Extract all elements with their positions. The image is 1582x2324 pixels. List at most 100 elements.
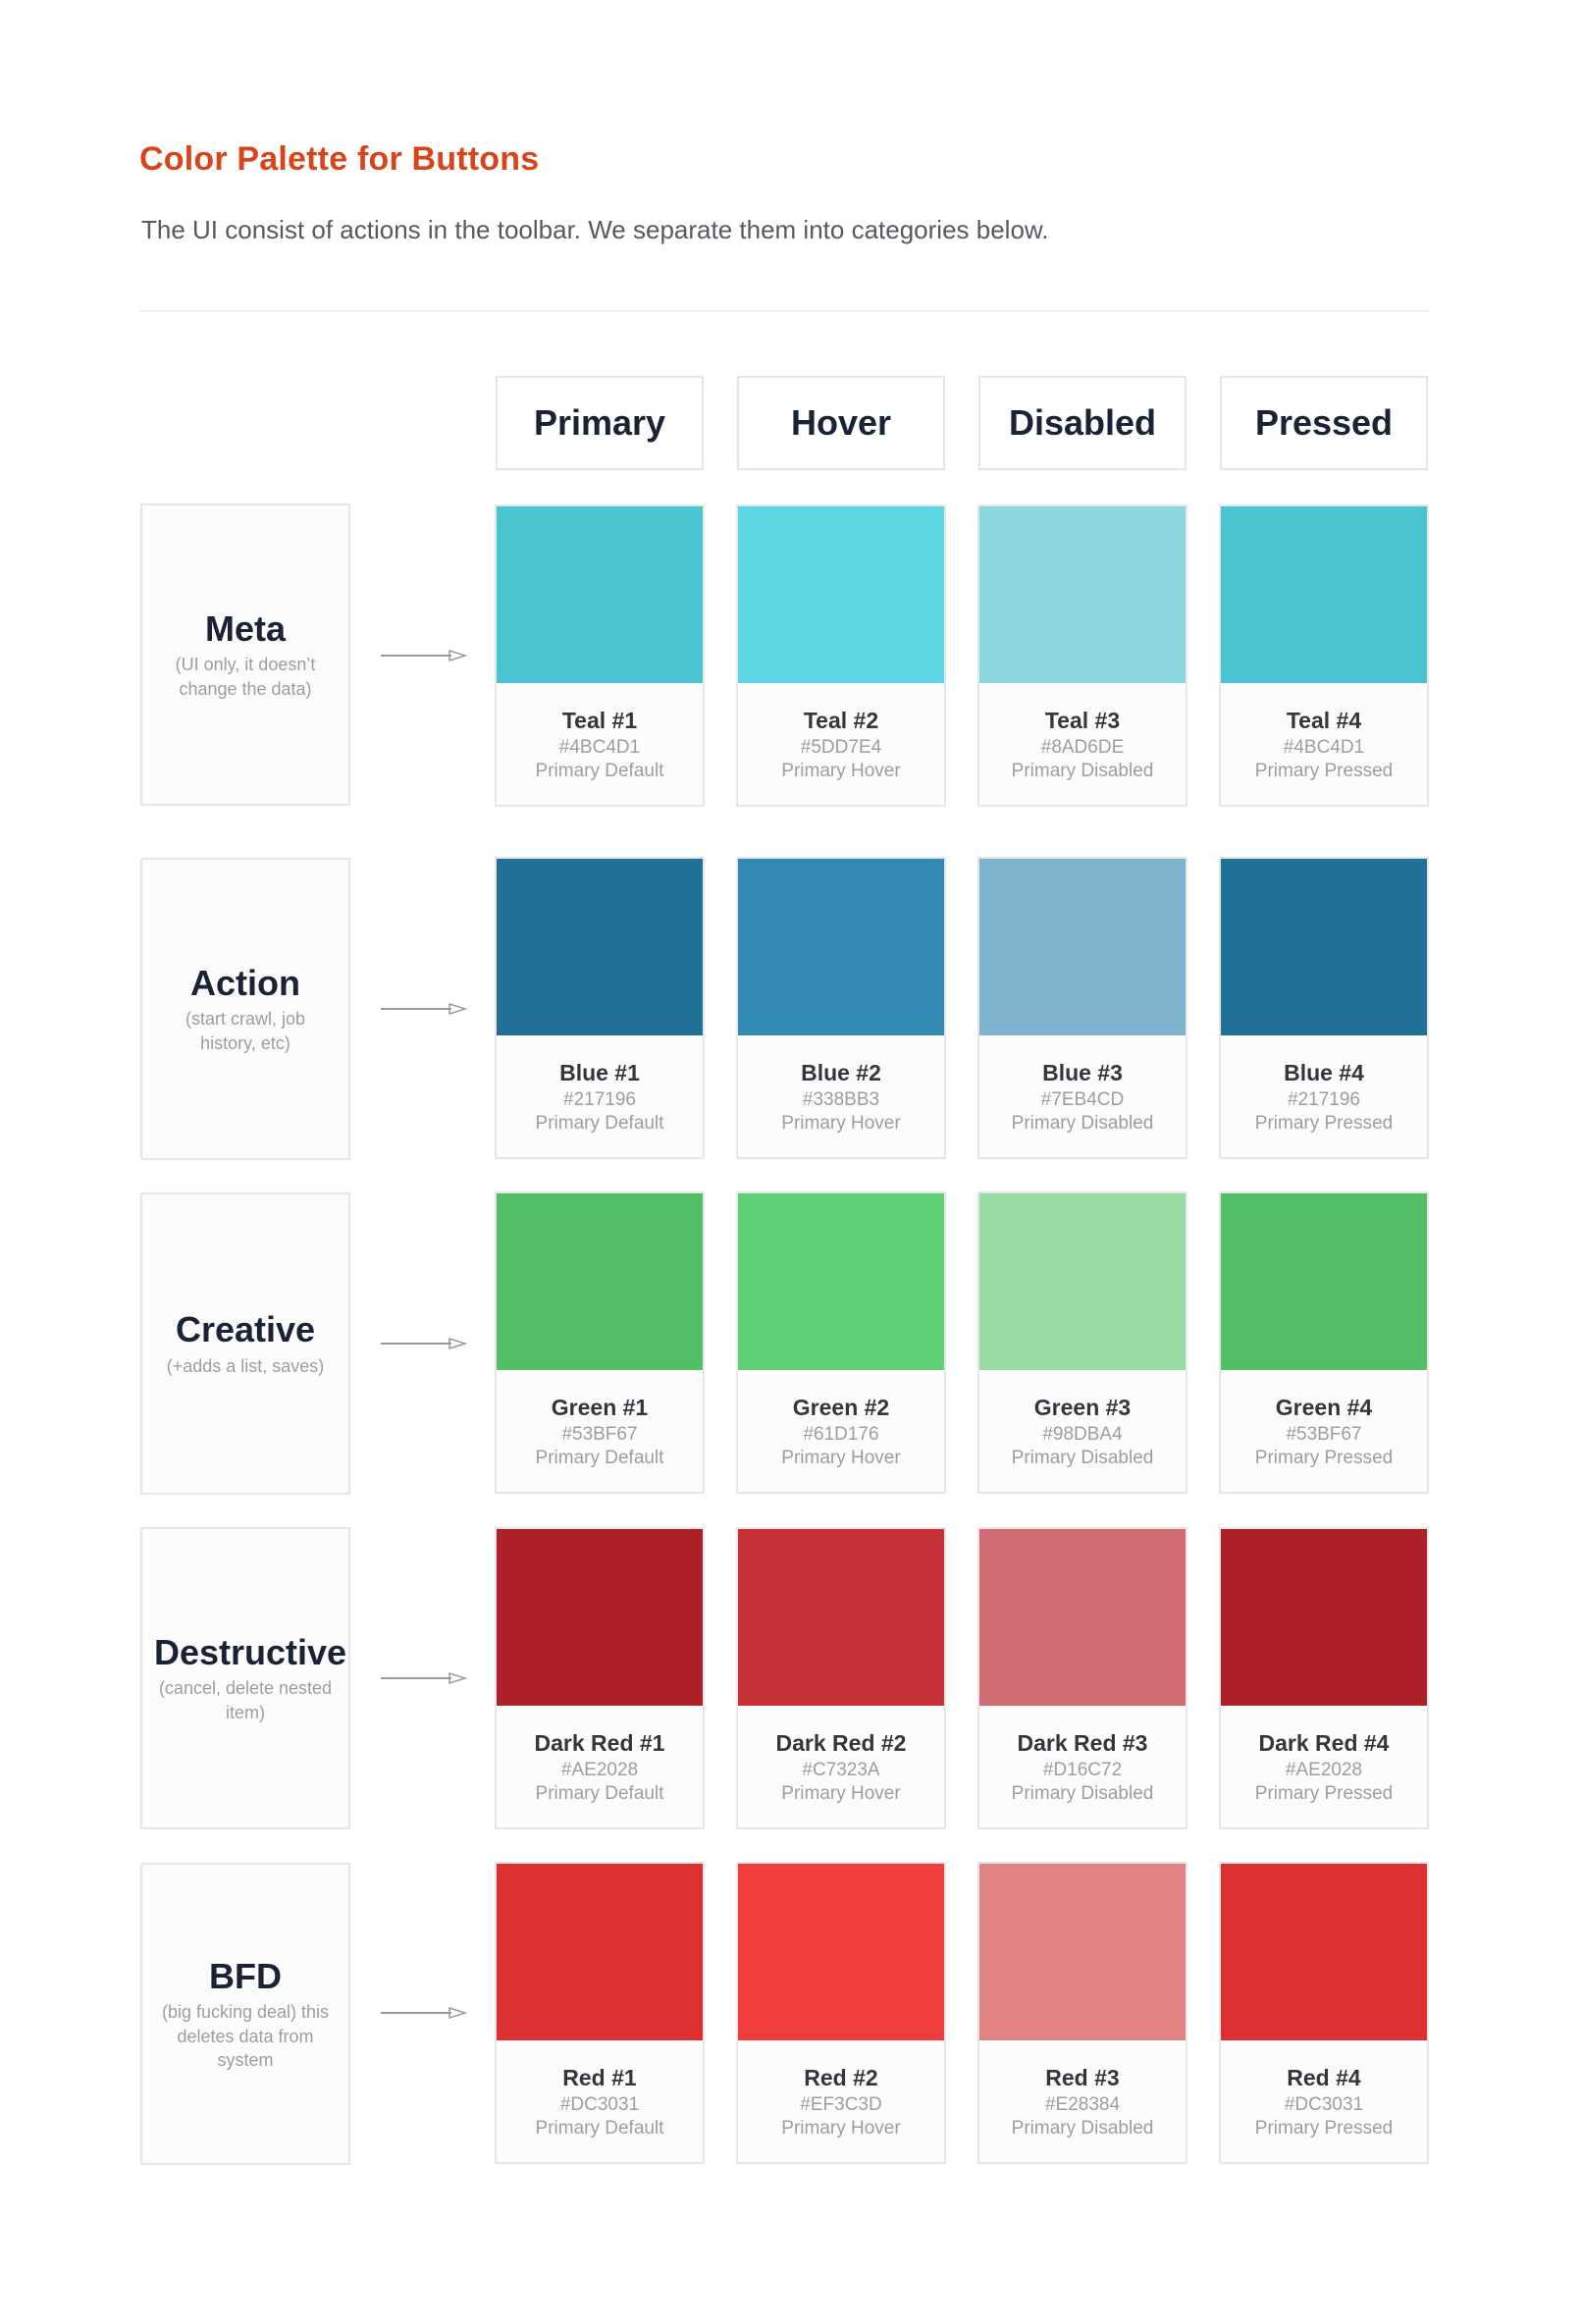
swatch-hex: #4BC4D1 xyxy=(558,737,641,758)
swatch-name: Green #3 xyxy=(1033,1395,1132,1420)
swatch-name: Blue #2 xyxy=(801,1060,881,1085)
swatch-role: Primary Disabled xyxy=(1011,761,1154,781)
swatch-role: Primary Hover xyxy=(781,761,901,781)
swatch-role: Primary Disabled xyxy=(1011,1448,1154,1468)
swatch-card: Dark Red #2 #C7323A Primary Hover xyxy=(736,1527,946,1829)
swatch-name: Teal #1 xyxy=(561,708,638,733)
swatch-hex: #4BC4D1 xyxy=(1283,737,1365,758)
swatch-name: Red #2 xyxy=(804,2065,878,2090)
swatch-card: Dark Red #3 #D16C72 Primary Disabled xyxy=(977,1527,1187,1829)
color-swatch xyxy=(1221,1193,1427,1370)
category-description: (cancel, delete nested item) xyxy=(158,1678,333,1722)
swatch-hex: #AE2028 xyxy=(560,1760,639,1780)
swatch-hex: #AE2028 xyxy=(1285,1760,1363,1780)
color-swatch xyxy=(979,506,1186,683)
color-swatch xyxy=(738,506,944,683)
swatch-card: Red #1 #DC3031 Primary Default xyxy=(495,1862,705,2164)
category-description: (start crawl, job history, etc) xyxy=(185,1009,306,1053)
swatch-name: Red #1 xyxy=(562,2065,637,2090)
swatch-hex: #98DBA4 xyxy=(1042,1424,1123,1445)
swatch-name: Teal #2 xyxy=(803,708,879,733)
color-swatch xyxy=(497,1864,703,2040)
swatch-card: Red #3 #E28384 Primary Disabled xyxy=(977,1862,1187,2164)
category-name: BFD xyxy=(209,1955,282,1996)
category-description: (+adds a list, saves) xyxy=(166,1355,325,1376)
column-header-hover: Hover xyxy=(737,376,945,470)
category-name: Action xyxy=(190,963,300,1003)
color-swatch xyxy=(497,1193,703,1370)
swatch-name: Dark Red #3 xyxy=(1017,1730,1148,1756)
swatch-role: Primary Hover xyxy=(781,1113,901,1134)
category-card-meta: Meta (UI only, it doesn’t change the dat… xyxy=(140,503,350,806)
column-header-pressed: Pressed xyxy=(1220,376,1428,470)
column-header-disabled: Disabled xyxy=(978,376,1186,470)
swatch-hex: #E28384 xyxy=(1044,2094,1121,2115)
divider xyxy=(139,310,1429,312)
swatch-hex: #C7323A xyxy=(802,1760,880,1780)
swatch-hex: #DC3031 xyxy=(559,2094,640,2115)
swatch-role: Primary Default xyxy=(535,1783,664,1804)
swatch-hex: #53BF67 xyxy=(1286,1424,1362,1445)
category-card-creative: Creative (+adds a list, saves) xyxy=(140,1192,350,1495)
category-name: Destructive xyxy=(153,1632,347,1672)
color-swatch xyxy=(497,1529,703,1706)
swatch-hex: #61D176 xyxy=(803,1424,879,1445)
swatch-role: Primary Disabled xyxy=(1011,1783,1154,1804)
color-swatch xyxy=(979,1193,1186,1370)
color-swatch xyxy=(497,859,703,1035)
swatch-card: Blue #2 #338BB3 Primary Hover xyxy=(736,857,946,1159)
swatch-card: Teal #3 #8AD6DE Primary Disabled xyxy=(977,504,1187,807)
swatch-card: Green #1 #53BF67 Primary Default xyxy=(495,1191,705,1494)
color-swatch xyxy=(1221,1529,1427,1706)
category-description: (UI only, it doesn’t change the data) xyxy=(175,655,316,699)
color-swatch xyxy=(979,1529,1186,1706)
swatch-role: Primary Default xyxy=(535,1113,664,1134)
swatch-card: Green #4 #53BF67 Primary Pressed xyxy=(1219,1191,1429,1494)
swatch-name: Blue #1 xyxy=(559,1060,640,1085)
swatch-name: Green #1 xyxy=(551,1395,649,1420)
swatch-card: Dark Red #1 #AE2028 Primary Default xyxy=(495,1527,705,1829)
swatch-name: Dark Red #2 xyxy=(775,1730,907,1756)
swatch-name: Red #4 xyxy=(1287,2065,1361,2090)
swatch-name: Green #4 xyxy=(1275,1395,1373,1420)
swatch-card: Teal #2 #5DD7E4 Primary Hover xyxy=(736,504,946,807)
swatch-name: Blue #4 xyxy=(1284,1060,1364,1085)
swatch-card: Green #2 #61D176 Primary Hover xyxy=(736,1191,946,1494)
swatch-hex: #EF3C3D xyxy=(800,2094,882,2115)
swatch-role: Primary Default xyxy=(535,2118,664,2139)
swatch-role: Primary Hover xyxy=(781,1783,901,1804)
color-swatch xyxy=(979,859,1186,1035)
category-card-bfd: BFD (big fucking deal) this deletes data… xyxy=(140,1863,350,2165)
swatch-role: Primary Hover xyxy=(781,1448,901,1468)
page-title: Color Palette for Buttons xyxy=(139,140,540,178)
category-name: Meta xyxy=(204,608,287,649)
category-card-action: Action (start crawl, job history, etc) xyxy=(140,858,350,1160)
swatch-role: Primary Pressed xyxy=(1254,2118,1394,2139)
swatch-role: Primary Default xyxy=(535,761,664,781)
swatch-name: Dark Red #1 xyxy=(534,1730,665,1756)
swatch-role: Primary Disabled xyxy=(1011,1113,1154,1134)
arrow-right-icon xyxy=(381,1002,467,1016)
swatch-name: Dark Red #4 xyxy=(1258,1730,1390,1756)
swatch-card: Blue #1 #217196 Primary Default xyxy=(495,857,705,1159)
swatch-role: Primary Pressed xyxy=(1254,1448,1394,1468)
swatch-hex: #DC3031 xyxy=(1284,2094,1364,2115)
color-swatch xyxy=(497,506,703,683)
swatch-hex: #D16C72 xyxy=(1042,1760,1123,1780)
swatch-role: Primary Pressed xyxy=(1254,1783,1394,1804)
swatch-name: Red #3 xyxy=(1045,2065,1120,2090)
swatch-hex: #338BB3 xyxy=(802,1089,880,1110)
swatch-name: Blue #3 xyxy=(1042,1060,1123,1085)
arrow-right-icon xyxy=(381,2006,467,2020)
swatch-role: Primary Default xyxy=(535,1448,664,1468)
arrow-right-icon xyxy=(381,1337,467,1350)
swatch-card: Green #3 #98DBA4 Primary Disabled xyxy=(977,1191,1187,1494)
swatch-hex: #53BF67 xyxy=(561,1424,638,1445)
swatch-card: Teal #1 #4BC4D1 Primary Default xyxy=(495,504,705,807)
category-name: Creative xyxy=(175,1309,316,1350)
swatch-role: Primary Pressed xyxy=(1254,761,1394,781)
swatch-role: Primary Pressed xyxy=(1254,1113,1394,1134)
swatch-role: Primary Hover xyxy=(781,2118,901,2139)
color-swatch xyxy=(1221,859,1427,1035)
color-swatch xyxy=(738,1529,944,1706)
